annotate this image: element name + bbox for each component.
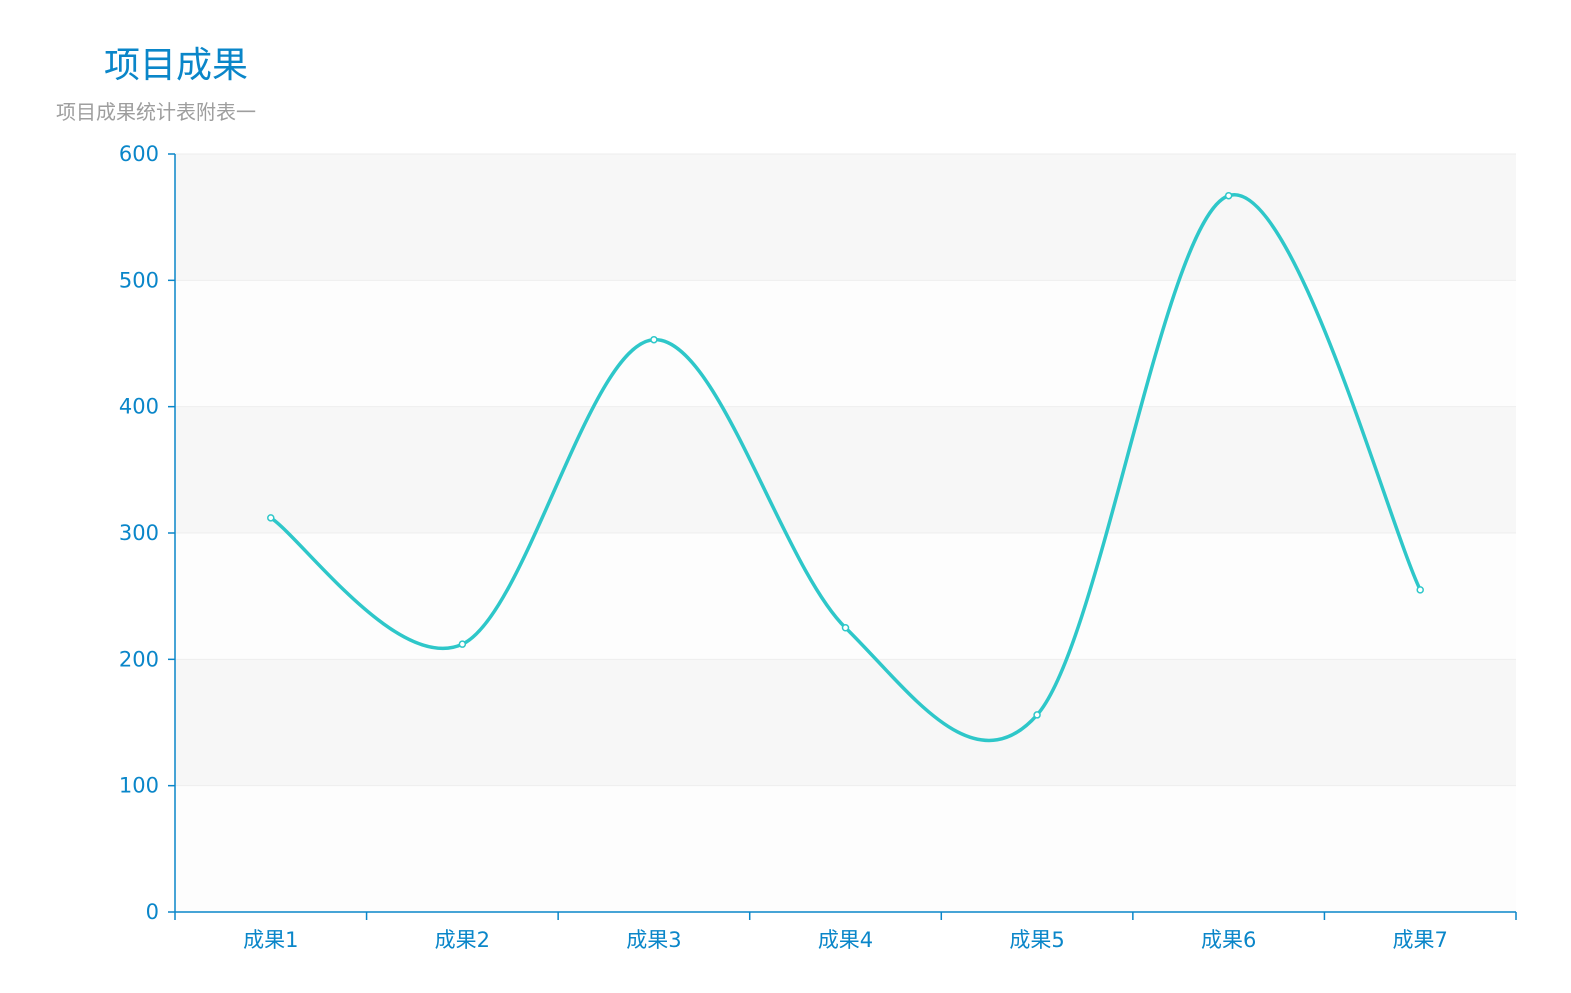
plot-band — [175, 406, 1516, 533]
chart-subtitle: 项目成果统计表附表一 — [56, 100, 256, 124]
x-tick-label: 成果1 — [243, 928, 298, 952]
x-tick-label: 成果6 — [1201, 928, 1256, 952]
plot-band — [175, 659, 1516, 786]
y-tick-label: 0 — [146, 900, 159, 924]
data-point — [1416, 586, 1424, 594]
data-point — [650, 335, 658, 344]
x-tick-label: 成果5 — [1009, 928, 1064, 952]
chart-title: 项目成果 — [104, 45, 249, 86]
data-point — [1033, 711, 1041, 719]
data-point — [458, 640, 467, 648]
data-point — [841, 624, 850, 632]
plot-band — [175, 785, 1516, 912]
y-tick-label: 500 — [119, 268, 159, 292]
x-tick-label: 成果3 — [626, 928, 681, 952]
y-tick-label: 300 — [119, 521, 159, 545]
series-line — [269, 193, 1422, 742]
data-point — [1224, 191, 1233, 200]
x-tick-label: 成果4 — [818, 928, 873, 952]
y-tick-label: 600 — [119, 142, 159, 166]
plot-band — [175, 280, 1516, 407]
y-tick-label: 100 — [119, 774, 159, 798]
plot-band — [175, 533, 1516, 660]
y-tick-label: 200 — [119, 647, 159, 671]
x-tick-label: 成果2 — [435, 928, 490, 952]
x-tick-label: 成果7 — [1393, 928, 1448, 952]
y-tick-label: 400 — [119, 395, 159, 419]
plot-band — [175, 154, 1516, 281]
data-point — [267, 514, 275, 522]
